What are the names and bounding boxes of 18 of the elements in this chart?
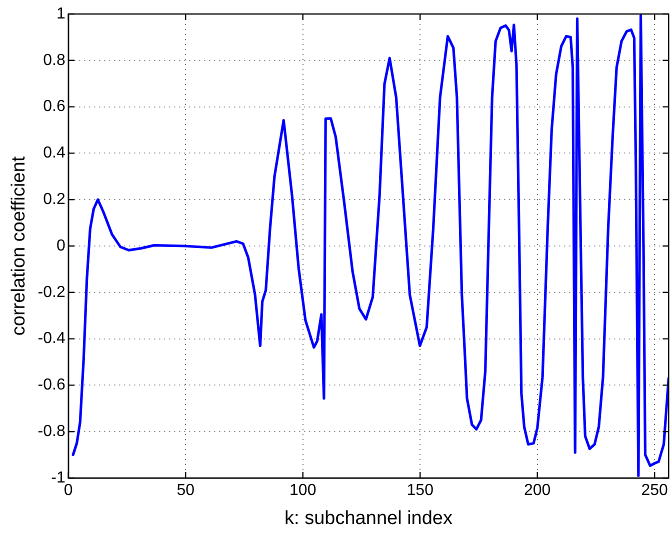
y-tick-label: 1 — [56, 5, 66, 22]
y-tick-label: 0 — [56, 237, 66, 254]
x-tick-label: 100 — [290, 482, 316, 500]
x-tick-label: 50 — [176, 482, 195, 500]
x-tick-label: 150 — [406, 482, 434, 500]
y-tick-label: 0.4 — [43, 144, 66, 162]
y-tick-label: -0.2 — [38, 284, 66, 301]
y-tick-label: -0.6 — [38, 376, 66, 394]
y-tick-label: 0.8 — [43, 52, 66, 69]
x-tick-label: 250 — [641, 482, 668, 500]
x-tick-label: 200 — [524, 482, 551, 500]
y-tick-label: 0.6 — [43, 98, 66, 116]
y-tick-label: -0.8 — [38, 423, 66, 440]
y-axis-title: correlation coefficient — [8, 156, 30, 336]
x-axis-title: k: subchannel index — [284, 508, 453, 529]
y-tick-label: -1 — [51, 469, 66, 486]
y-tick-label: 0.2 — [43, 191, 66, 208]
y-tick-label: -0.4 — [38, 330, 66, 348]
